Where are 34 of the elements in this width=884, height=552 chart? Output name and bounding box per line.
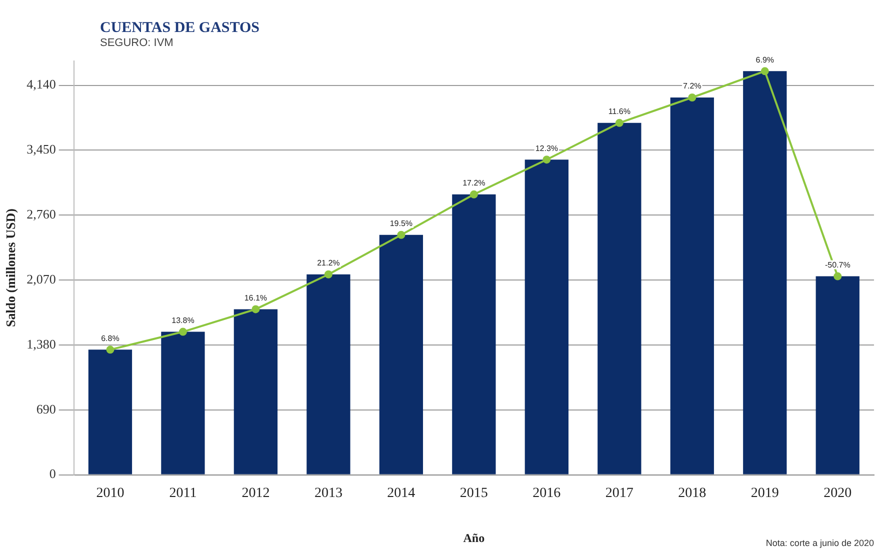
chart-title: CUENTAS DE GASTOS [100, 20, 260, 37]
x-tick-label: 2018 [678, 486, 706, 501]
x-tick-label: 2017 [605, 486, 634, 501]
annotation: 6.8% [101, 334, 120, 343]
annotation: 17.2% [462, 178, 486, 188]
text: Nota: corte a junio de 2020 [766, 538, 874, 548]
annotation: 13.8% [172, 316, 194, 325]
x-tick-label: 2015 [460, 486, 488, 501]
annotation: 11.6% [608, 107, 630, 116]
y-tick-label: 2,760 [26, 206, 56, 222]
annotation: 7.2% [683, 82, 702, 91]
x-tick-label: 2020 [824, 486, 852, 501]
x-tick-label: 2011 [169, 486, 197, 501]
x-tick-label: 2010 [96, 486, 124, 501]
y-tick-label: 1,380 [26, 336, 56, 352]
annotation: -50.7% [824, 260, 850, 270]
annotation: 19.5% [390, 219, 413, 228]
x-axis-title: Año [463, 530, 485, 545]
annotation: 16.1% [244, 293, 268, 302]
chart-subtitle: SEGURO: IVM [100, 37, 174, 49]
annotation: 6.9% [756, 55, 774, 64]
y-tick-label: 2,070 [26, 271, 56, 286]
x-tick-label: 2012 [242, 486, 270, 501]
y-tick-label: 4,140 [26, 76, 56, 92]
y-tick-label: 3,450 [26, 142, 56, 157]
x-tick-label: 2016 [532, 486, 561, 501]
annotation: 21.2% [317, 258, 340, 268]
y-tick-label: 0 [49, 466, 56, 482]
x-tick-label: 2014 [387, 486, 416, 501]
y-tick-label: 690 [36, 401, 56, 416]
annotation: 12.3% [535, 144, 558, 153]
x-tick-label: 2013 [314, 486, 342, 501]
y-axis-title: Saldo (millones USD) [3, 208, 18, 328]
x-tick-label: 2019 [750, 486, 779, 501]
